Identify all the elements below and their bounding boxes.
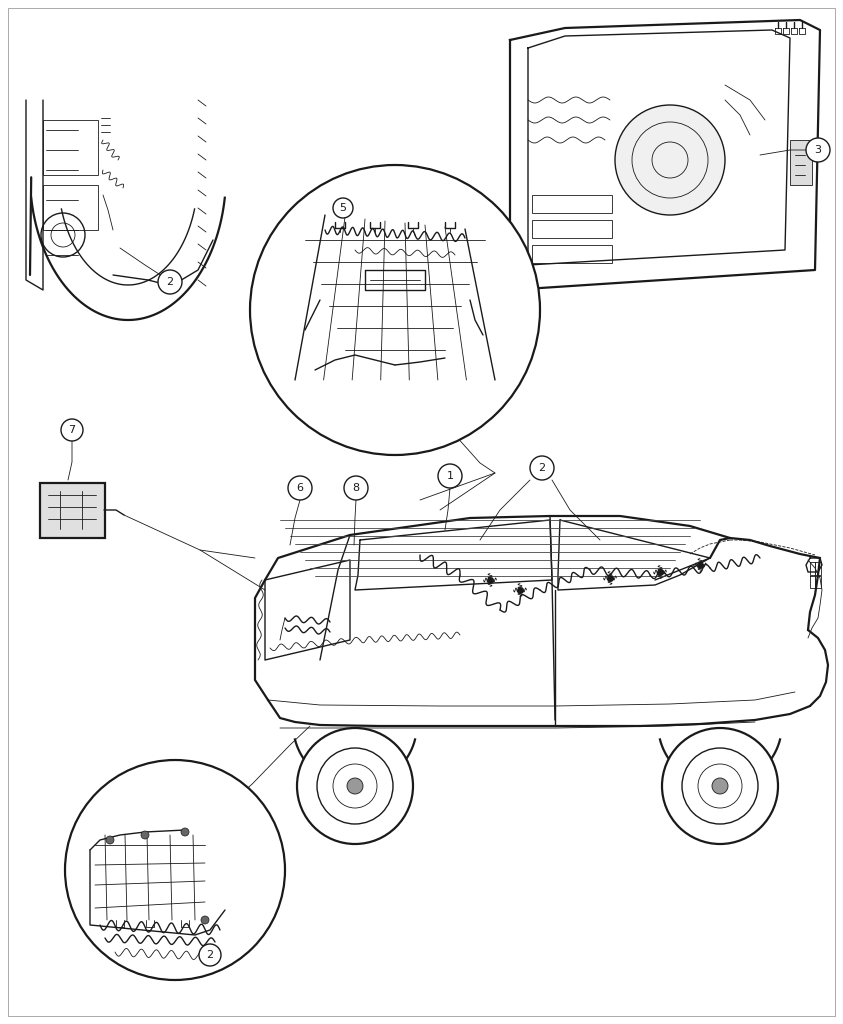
- Circle shape: [615, 105, 725, 215]
- Bar: [43, 185, 98, 230]
- Circle shape: [288, 476, 312, 500]
- Text: 2: 2: [207, 950, 213, 961]
- Bar: [532, 220, 612, 238]
- Circle shape: [158, 270, 182, 294]
- Circle shape: [333, 198, 353, 218]
- Text: 6: 6: [297, 483, 303, 493]
- Circle shape: [297, 728, 413, 844]
- Circle shape: [712, 778, 728, 794]
- Circle shape: [806, 138, 830, 162]
- Text: 1: 1: [447, 471, 454, 481]
- Circle shape: [199, 944, 221, 966]
- Circle shape: [201, 916, 209, 924]
- Circle shape: [61, 419, 83, 441]
- Bar: [790, 140, 812, 185]
- Text: 7: 7: [68, 425, 76, 435]
- Circle shape: [141, 831, 149, 839]
- Text: 8: 8: [352, 483, 360, 493]
- Circle shape: [662, 728, 778, 844]
- Text: 5: 5: [340, 203, 346, 213]
- Circle shape: [181, 828, 189, 836]
- Text: 3: 3: [814, 145, 821, 155]
- Text: 2: 2: [166, 278, 174, 287]
- Bar: [532, 245, 612, 263]
- Circle shape: [65, 760, 285, 980]
- Bar: [40, 483, 105, 538]
- Bar: [532, 195, 612, 213]
- Circle shape: [106, 836, 114, 844]
- Circle shape: [530, 456, 554, 480]
- Circle shape: [250, 165, 540, 455]
- Circle shape: [438, 464, 462, 488]
- Polygon shape: [510, 20, 820, 290]
- Bar: [43, 120, 98, 175]
- Text: 2: 2: [539, 463, 545, 473]
- Circle shape: [347, 778, 363, 794]
- Circle shape: [344, 476, 368, 500]
